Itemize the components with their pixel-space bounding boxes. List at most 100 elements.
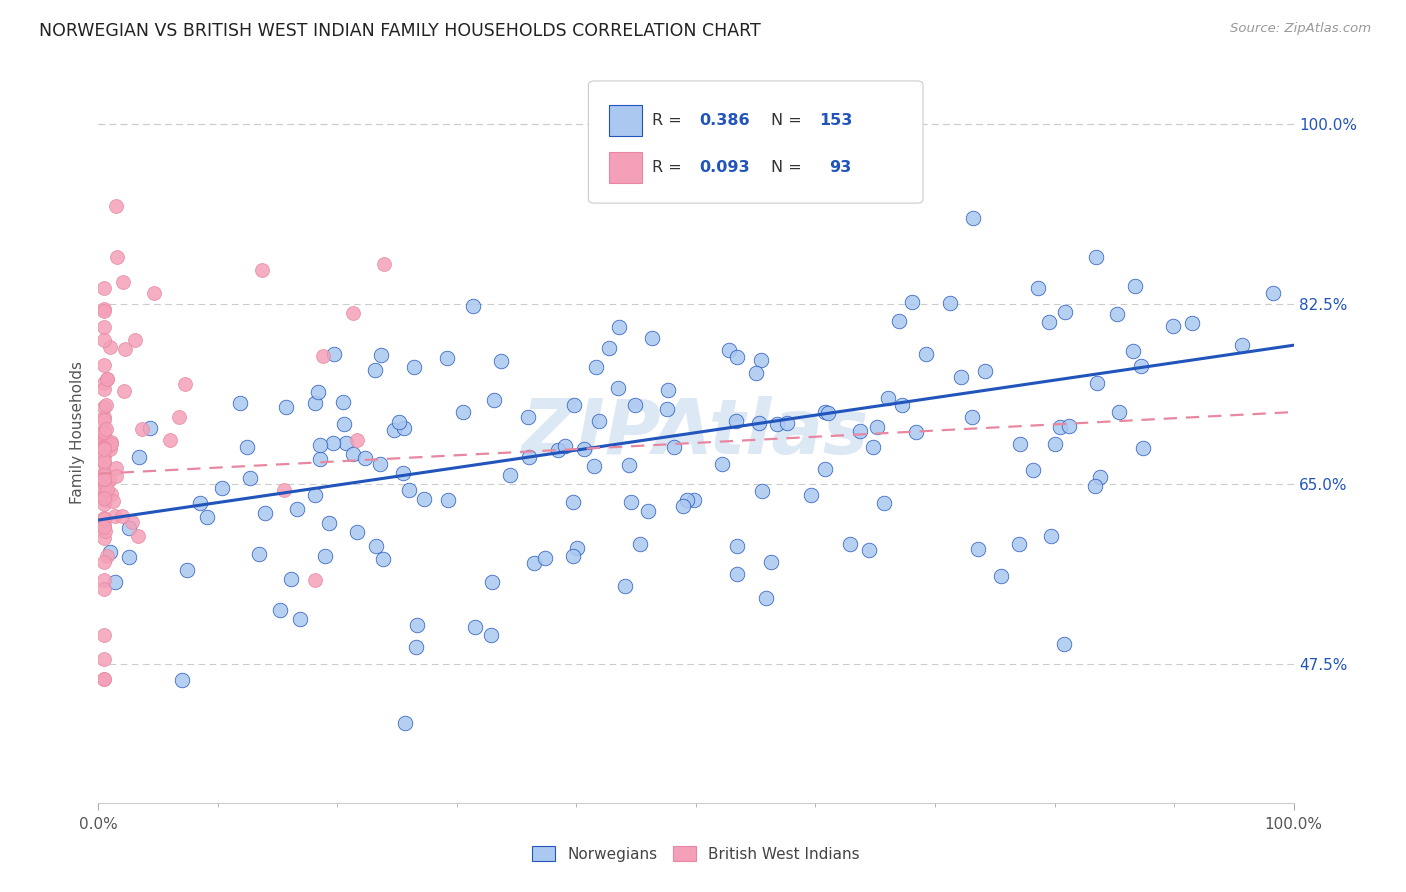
Point [1084, 479, 1107, 493]
Point [93, 456, 115, 470]
Point [1053, 305, 1076, 319]
Point [93, 512, 115, 526]
Point [128, 450, 150, 464]
Point [308, 438, 330, 452]
Point [436, 351, 458, 366]
Point [118, 550, 141, 565]
Point [482, 392, 505, 407]
Point [547, 443, 569, 458]
Point [1053, 637, 1076, 651]
Point [1122, 344, 1144, 359]
Point [104, 509, 127, 524]
Point [657, 383, 679, 397]
Point [93, 426, 115, 441]
Point [332, 394, 354, 409]
Point [139, 421, 162, 435]
Point [100, 487, 122, 501]
Point [93, 491, 115, 505]
Point [98, 340, 121, 354]
Point [346, 433, 368, 447]
Point [990, 569, 1012, 583]
Point [311, 350, 333, 364]
Point [676, 493, 699, 508]
Point [373, 257, 395, 271]
Point [159, 433, 181, 447]
Point [93, 467, 115, 481]
Text: N =: N = [772, 112, 807, 128]
Point [96, 372, 118, 386]
Point [247, 547, 270, 561]
Y-axis label: Family Households: Family Households [70, 361, 86, 504]
Point [718, 343, 741, 358]
Point [776, 417, 799, 431]
Point [93, 673, 115, 687]
Point [131, 422, 153, 436]
Point [318, 516, 340, 530]
Point [100, 435, 122, 450]
Text: ZIPAtlas: ZIPAtlas [522, 396, 870, 469]
Point [93, 471, 115, 485]
Point [1038, 315, 1060, 329]
Text: 0.386: 0.386 [700, 112, 751, 128]
Point [628, 536, 651, 550]
Point [94, 524, 117, 538]
Point [891, 398, 914, 412]
Point [866, 419, 889, 434]
Point [93, 472, 115, 486]
Point [572, 442, 595, 456]
Point [94, 493, 117, 508]
Point [392, 466, 415, 480]
Point [304, 488, 326, 502]
Point [564, 398, 586, 412]
Point [314, 549, 336, 564]
Point [748, 416, 770, 430]
Point [93, 489, 115, 503]
Point [620, 494, 643, 508]
Point [554, 439, 576, 453]
Point [93, 426, 115, 441]
Point [96, 482, 118, 496]
Point [562, 495, 585, 509]
Point [967, 542, 990, 557]
Point [93, 412, 115, 426]
Point [103, 494, 125, 508]
Point [254, 506, 277, 520]
Point [93, 441, 115, 455]
Point [900, 295, 922, 310]
Point [142, 285, 165, 300]
FancyBboxPatch shape [609, 104, 643, 136]
Point [761, 555, 783, 569]
Point [800, 488, 823, 502]
Point [617, 458, 640, 472]
Point [1057, 419, 1080, 434]
Point [516, 410, 538, 425]
Point [974, 364, 997, 378]
Point [342, 306, 364, 320]
Point [364, 539, 387, 553]
Point [274, 401, 297, 415]
Point [96, 549, 118, 563]
Point [121, 515, 143, 529]
Point [950, 369, 973, 384]
Point [93, 449, 115, 463]
Point [588, 414, 610, 428]
Point [749, 352, 772, 367]
Point [873, 496, 896, 510]
Point [250, 263, 273, 277]
Point [413, 492, 436, 507]
Text: R =: R = [652, 112, 686, 128]
Point [239, 470, 262, 484]
Point [93, 491, 115, 505]
Point [962, 211, 984, 226]
Point [373, 552, 395, 566]
Point [93, 467, 115, 482]
Point [609, 319, 631, 334]
Point [489, 354, 512, 368]
Text: 93: 93 [828, 160, 851, 175]
Point [112, 384, 135, 398]
Point [93, 628, 115, 642]
FancyBboxPatch shape [589, 81, 922, 203]
Point [1039, 529, 1062, 543]
Point [464, 620, 486, 634]
Point [1130, 359, 1153, 373]
